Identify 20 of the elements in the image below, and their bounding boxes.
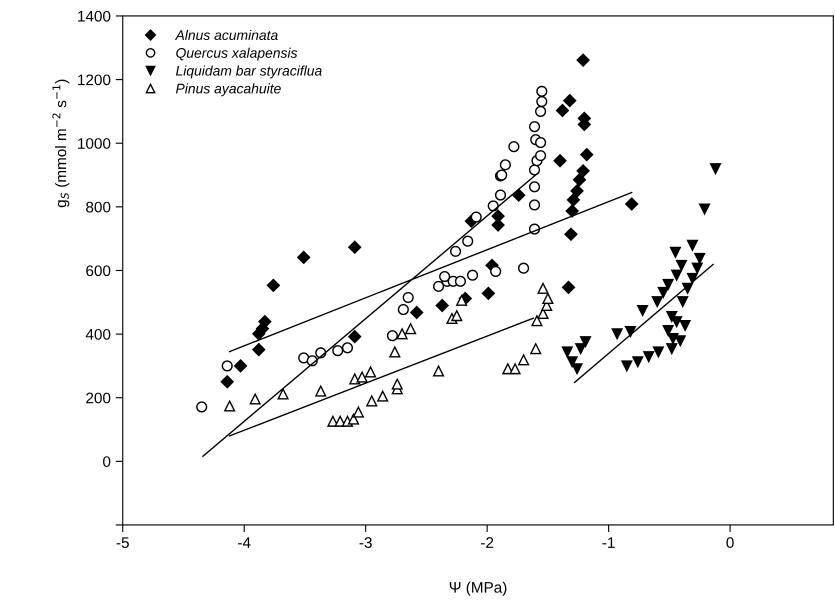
x-tick-label: -5 (116, 537, 129, 548)
y-tick-label: 600 (86, 265, 110, 276)
x-tick-label: 0 (726, 537, 734, 548)
legend-label: Quercus xalapensis (176, 48, 298, 61)
legend-label: Liquidam bar styraciflua (176, 65, 322, 78)
y-tick-label: 1000 (78, 138, 110, 149)
y-tick-label: 0 (103, 456, 110, 468)
x-tick-label: -2 (481, 537, 494, 548)
y-tick-label: 200 (86, 392, 110, 404)
y-axis-title: g$_{S}$ (mmol m$^{−2}$ s$^{−1}$) (52, 80, 70, 208)
y-tick-label: 400 (86, 328, 110, 340)
y-tick-label: 800 (86, 202, 110, 213)
y-tick-label: 1200 (78, 74, 110, 86)
x-axis-title: Ψ (MPa) (450, 582, 506, 596)
x-tick-label: -1 (602, 537, 615, 548)
legend-label: Pinus ayacahuite (176, 83, 281, 96)
x-tick-label: -3 (360, 537, 372, 548)
x-tick-label: -4 (238, 537, 251, 548)
y-tick-label: 1400 (78, 10, 110, 22)
legend-label: Alnus acuminata (174, 30, 278, 40)
